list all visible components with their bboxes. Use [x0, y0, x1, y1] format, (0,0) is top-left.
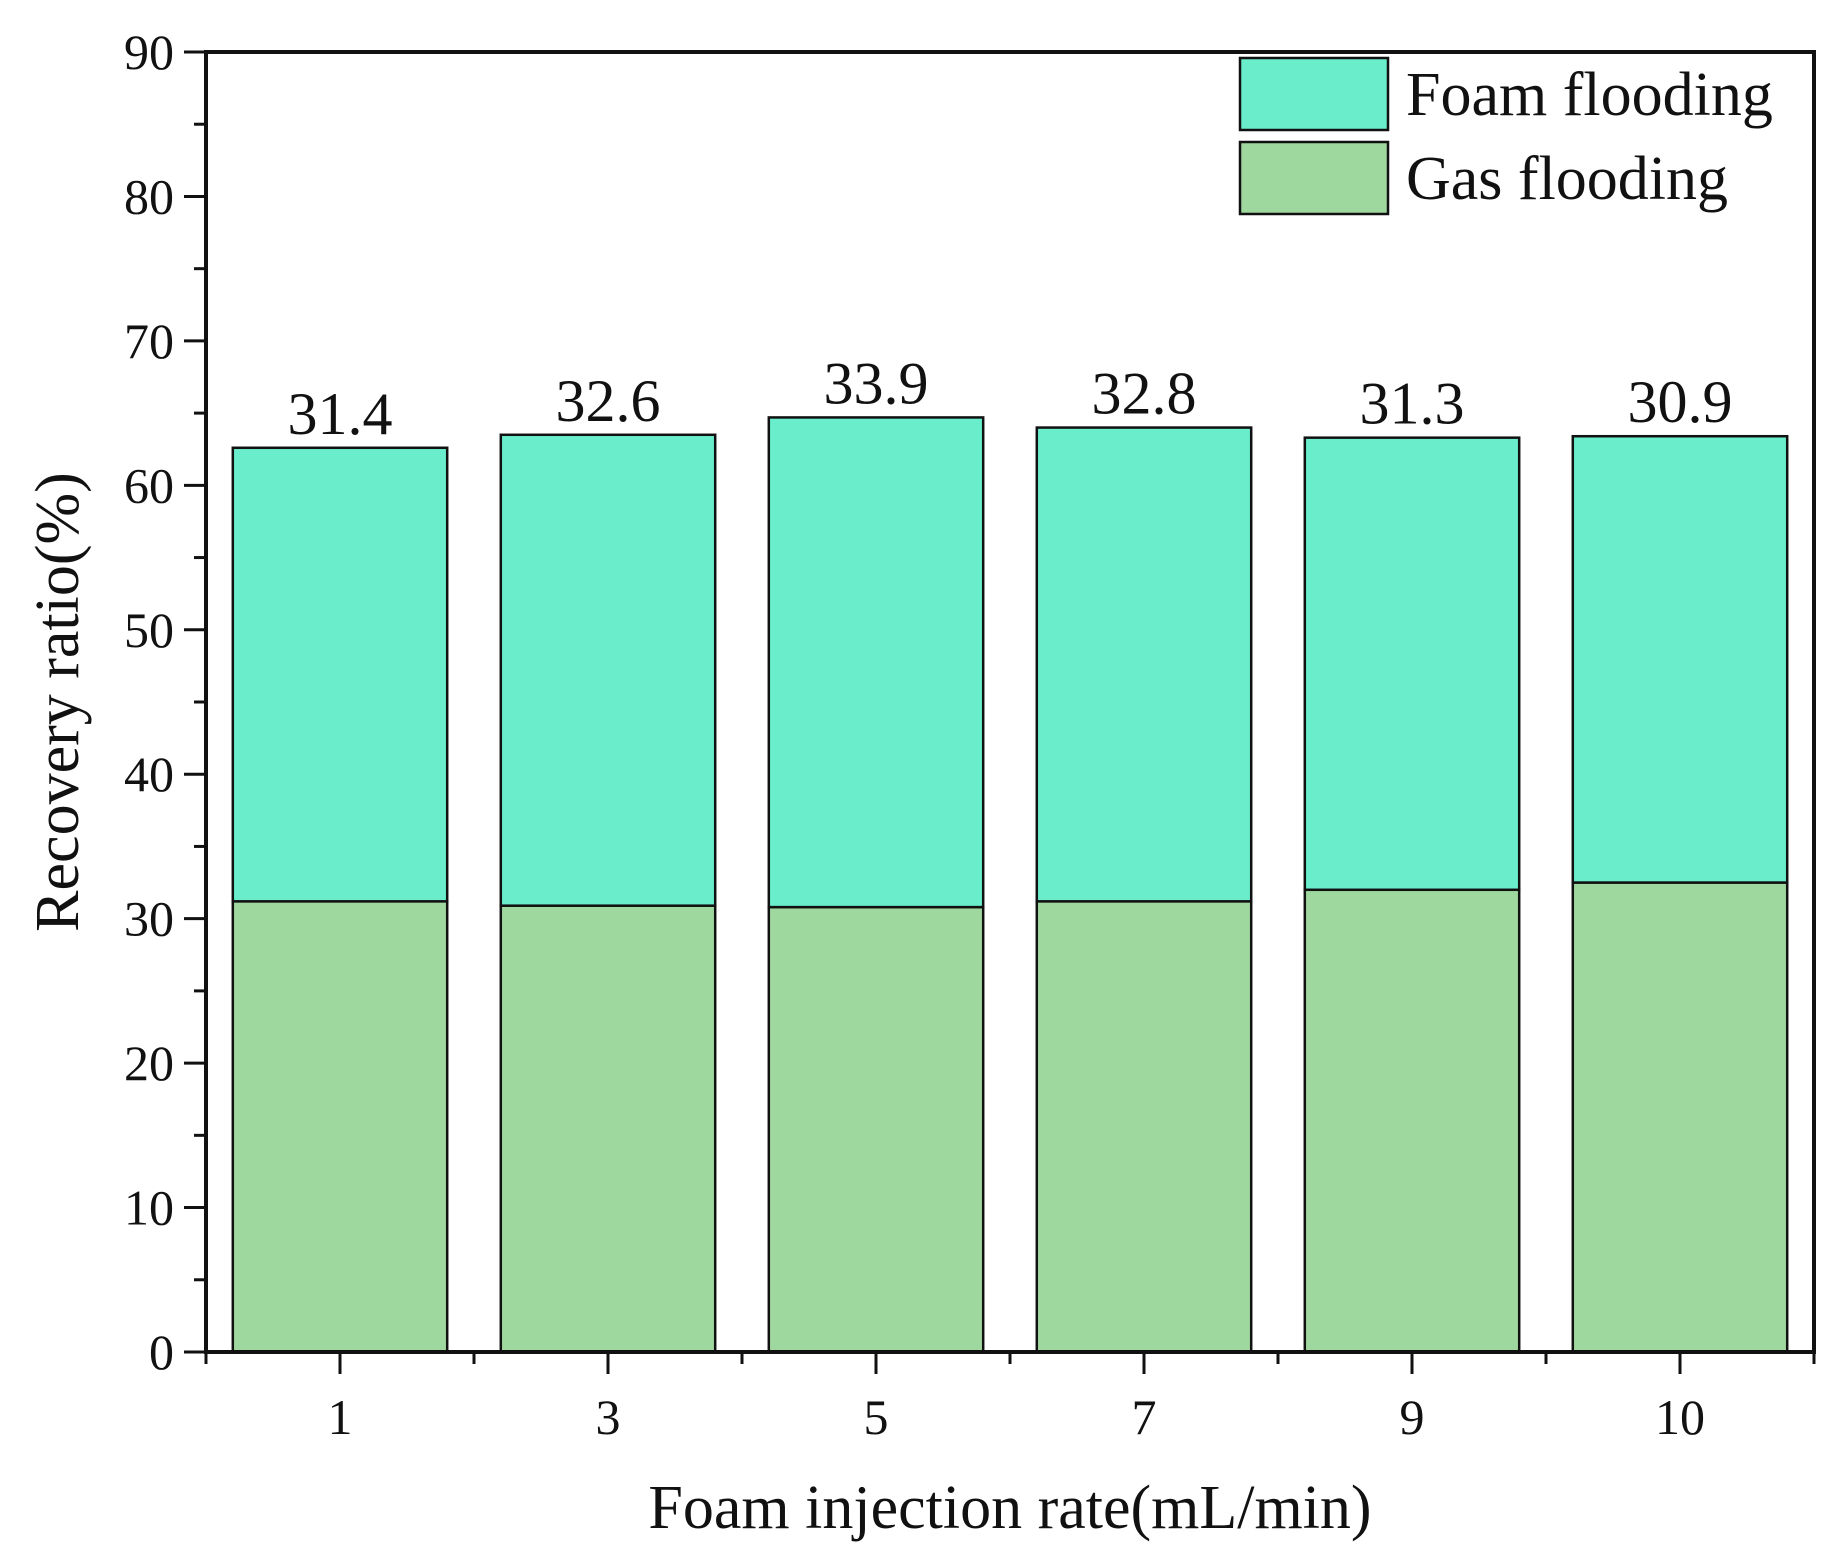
- foam-flooding-bar-1: [231, 446, 449, 903]
- x-tick-label-10: 10: [1655, 1389, 1705, 1445]
- gas-flooding-bar-3: [499, 904, 717, 1354]
- foam-flooding-bar-3: [499, 433, 717, 907]
- y-axis-title: Recovery ratio(%): [24, 472, 92, 932]
- y-tick-label-10: 10: [124, 1180, 174, 1236]
- data-label-9: 31.3: [1360, 371, 1465, 437]
- y-tick-label-80: 80: [124, 168, 174, 224]
- data-label-7: 32.8: [1092, 361, 1197, 427]
- y-tick-label-50: 50: [124, 602, 174, 658]
- legend-label-foam-flooding: Foam flooding: [1406, 61, 1773, 129]
- x-tick-label-1: 1: [328, 1389, 353, 1445]
- axes-layer: 0 10 20 30 40 50 60 70 80 90 1 3 5 7 9 10 Foam injection…: [24, 24, 1816, 1542]
- data-label-1: 31.4: [288, 381, 393, 447]
- gas-flooding-bar-1: [231, 900, 449, 1354]
- data-label-5: 33.9: [824, 350, 929, 416]
- y-tick-label-30: 30: [124, 891, 174, 947]
- x-tick-label-9: 9: [1400, 1389, 1425, 1445]
- labels-layer: 31.4 32.6 33.9 32.8 31.3 30.9: [288, 350, 1733, 446]
- x-tick-label-7: 7: [1132, 1389, 1157, 1445]
- y-tick-label-0: 0: [149, 1324, 174, 1380]
- foam-flooding-bar-10: [1571, 434, 1789, 884]
- x-tick-label-3: 3: [596, 1389, 621, 1445]
- gas-flooding-bar-5: [767, 905, 985, 1354]
- data-label-10: 30.9: [1628, 369, 1733, 435]
- y-tick-label-90: 90: [124, 24, 174, 80]
- y-tick-label-70: 70: [124, 313, 174, 369]
- foam-flooding-bar-9: [1303, 436, 1521, 892]
- legend: Foam flooding Gas flooding: [1238, 56, 1773, 216]
- y-tick-label-40: 40: [124, 746, 174, 802]
- y-tick-label-20: 20: [124, 1035, 174, 1091]
- x-tick-label-5: 5: [864, 1389, 889, 1445]
- gas-flooding-bar-10: [1571, 881, 1789, 1354]
- bars-layer: [231, 416, 1789, 1354]
- gas-flooding-bar-7: [1035, 900, 1253, 1354]
- x-axis-title: Foam injection rate(mL/min): [648, 1474, 1371, 1542]
- gas-flooding-bar-9: [1303, 888, 1521, 1354]
- legend-label-gas-flooding: Gas flooding: [1406, 145, 1728, 213]
- foam-flooding-bar-7: [1035, 426, 1253, 903]
- y-tick-label-60: 60: [124, 457, 174, 513]
- legend-swatch-foam-flooding: [1238, 56, 1390, 132]
- data-label-3: 32.6: [556, 368, 661, 434]
- legend-swatch-gas-flooding: [1238, 140, 1390, 216]
- foam-flooding-bar-5: [767, 416, 985, 909]
